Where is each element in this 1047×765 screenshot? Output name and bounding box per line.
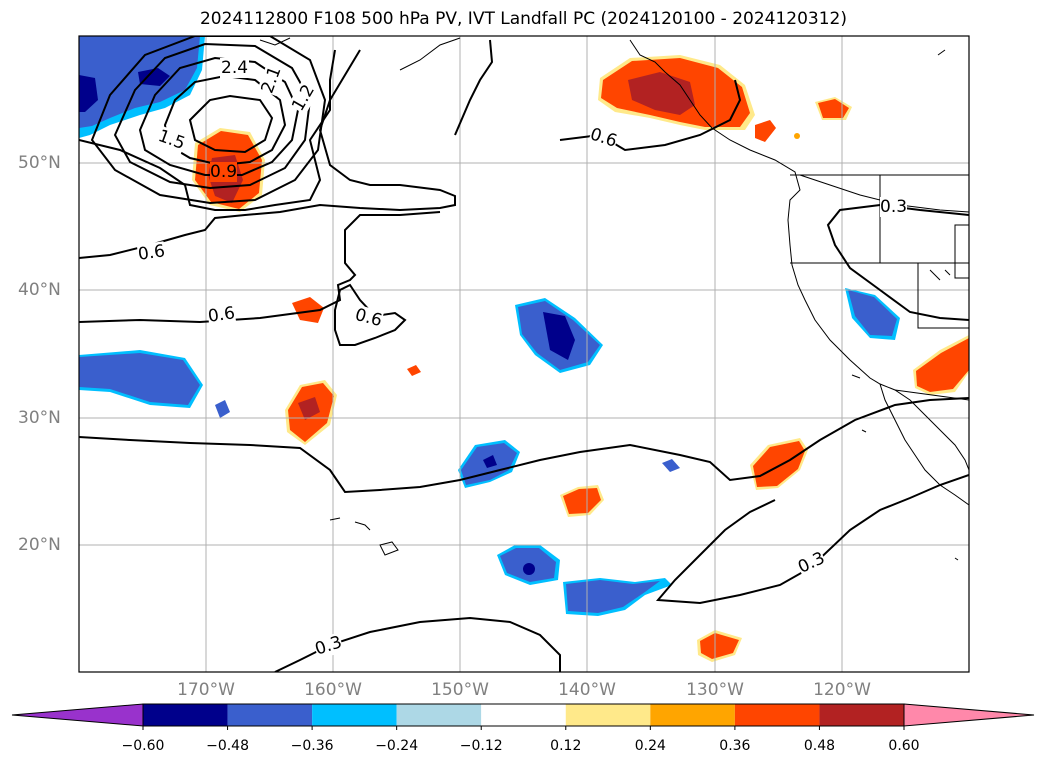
colorbar-tick-label: 0.12 (550, 738, 582, 754)
shading-negative-nw-core2 (138, 68, 170, 86)
colorbar-tick-label: 0.60 (888, 738, 920, 754)
latitude-label: 40°N (18, 280, 61, 300)
contour-label: 2.4 (220, 58, 250, 78)
latitude-label: 20°N (18, 535, 61, 555)
colorbar-frame (142, 703, 905, 727)
colorbar-tick-label: 0.48 (803, 738, 836, 754)
longitude-label: 160°W (304, 680, 362, 700)
contour-label: 0.3 (880, 197, 908, 217)
colorbar-segment (143, 704, 228, 726)
map-title: 2024112800 F108 500 hPa PV, IVT Landfall… (199, 9, 847, 29)
colorbar-tick-label: 0.36 (719, 738, 751, 754)
ivt-shading (79, 36, 969, 662)
colorbar-tick-label: 0.24 (634, 738, 666, 754)
colorbar-tick-label: −0.12 (459, 738, 503, 754)
colorbar-extend-high (903, 703, 1035, 727)
colorbar (11, 703, 1035, 730)
colorbar-tick-label: −0.36 (290, 738, 334, 754)
shading-positive-alaska-core (628, 72, 695, 115)
shading-negative-nw-mid (79, 36, 200, 128)
longitude-label: 140°W (558, 680, 616, 700)
colorbar-segment (734, 704, 820, 726)
longitude-label: 120°W (813, 680, 871, 700)
latitude-label: 30°N (18, 408, 61, 428)
longitude-label: 130°W (686, 680, 744, 700)
colorbar-segment (312, 704, 397, 726)
pv-contours (79, 36, 969, 672)
contour-label: 0.6 (136, 241, 167, 265)
map-panel (78, 35, 970, 673)
contour-label: 0.6 (206, 303, 237, 327)
colorbar-segment (396, 704, 482, 726)
colorbar-segment (819, 704, 904, 726)
colorbar-segment (565, 704, 651, 726)
colorbar-segment (650, 704, 735, 726)
map-frame (78, 35, 970, 673)
latitude-label: 50°N (18, 153, 61, 173)
colorbar-segment (227, 704, 313, 726)
longitude-label: 150°W (431, 680, 489, 700)
longitude-label: 170°W (177, 680, 235, 700)
colorbar-tick-label: −0.24 (375, 738, 419, 754)
graticule (79, 36, 969, 672)
colorbar-segment (481, 704, 566, 726)
shading-negative-nw-core (79, 75, 98, 112)
colorbar-tick-label: −0.60 (121, 738, 165, 754)
contour-label: 0.9 (210, 162, 238, 182)
colorbar-tick-label: −0.48 (206, 738, 249, 754)
colorbar-extend-low (11, 703, 144, 727)
